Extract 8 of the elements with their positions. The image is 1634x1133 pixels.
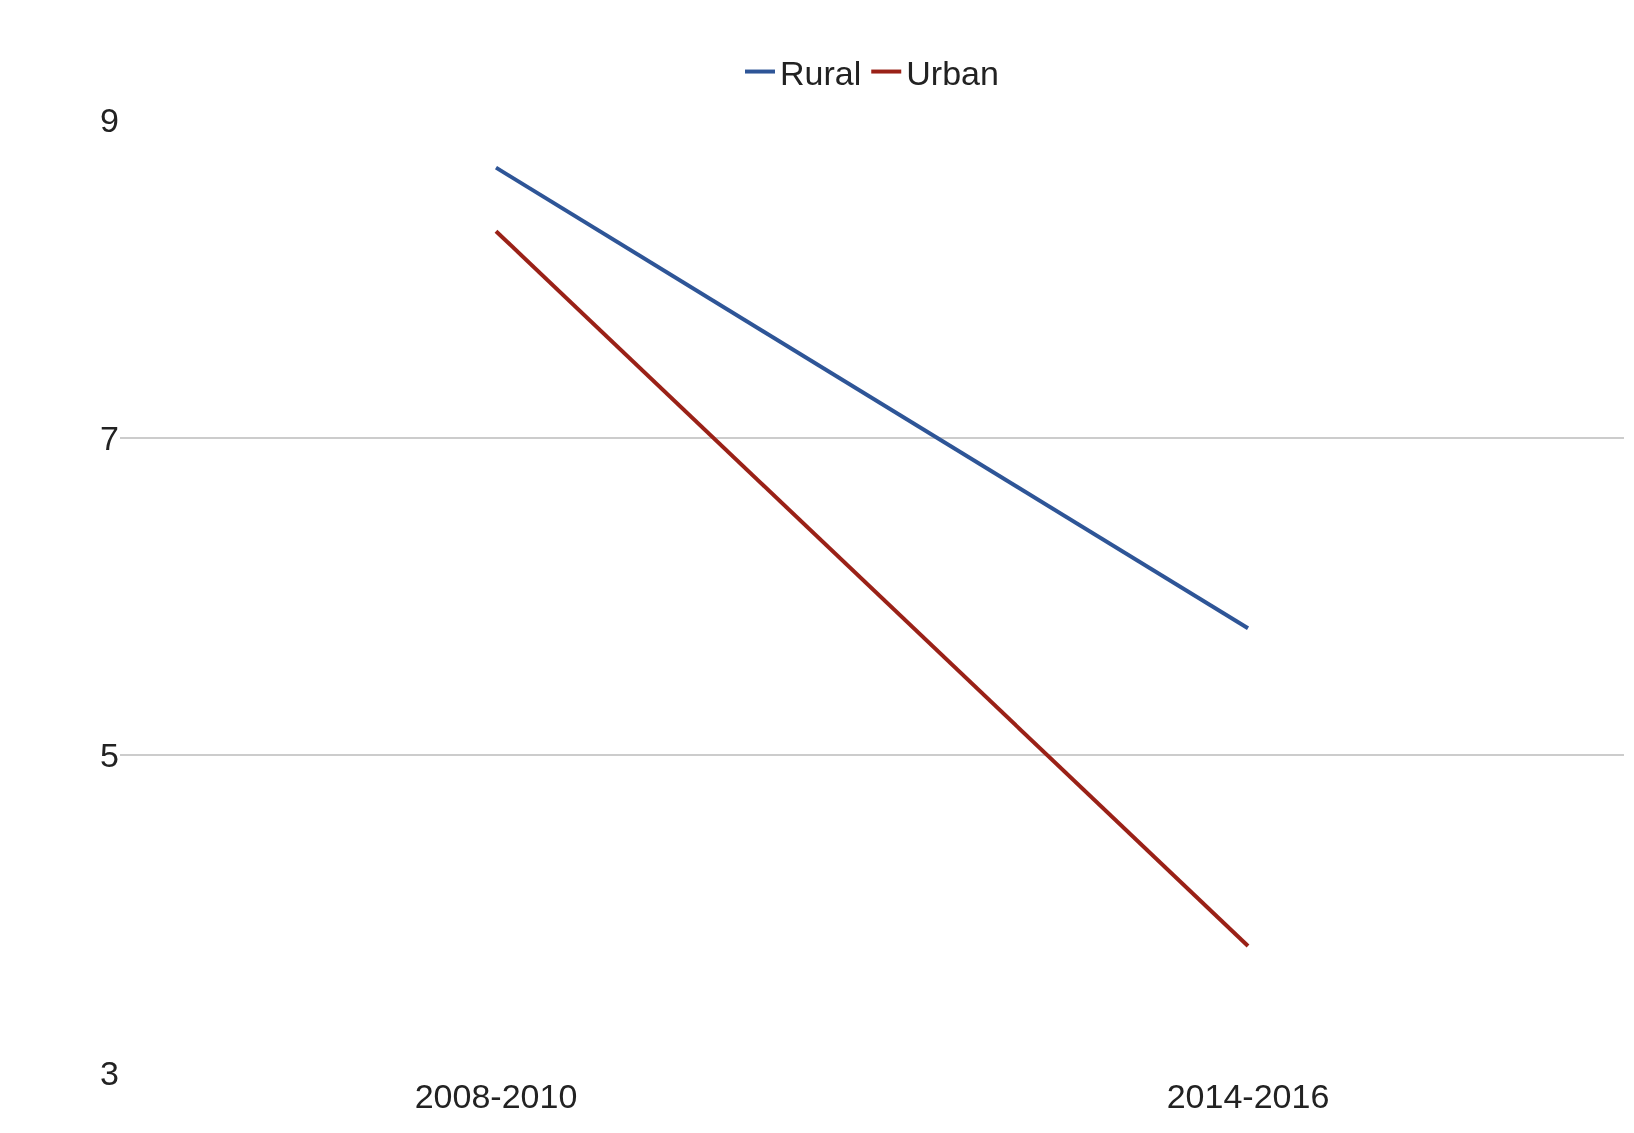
y-tick-label: 7 [100, 418, 119, 457]
x-tick-label: 2014-2016 [1166, 1077, 1330, 1115]
legend-label: Urban [906, 53, 999, 92]
y-tick-label: 9 [100, 100, 119, 139]
y-tick-label: 5 [100, 736, 119, 775]
y-tick-label: 3 [100, 1053, 119, 1092]
x-tick-label: 2008-2010 [414, 1077, 578, 1115]
legend-label: Rural [780, 53, 862, 92]
